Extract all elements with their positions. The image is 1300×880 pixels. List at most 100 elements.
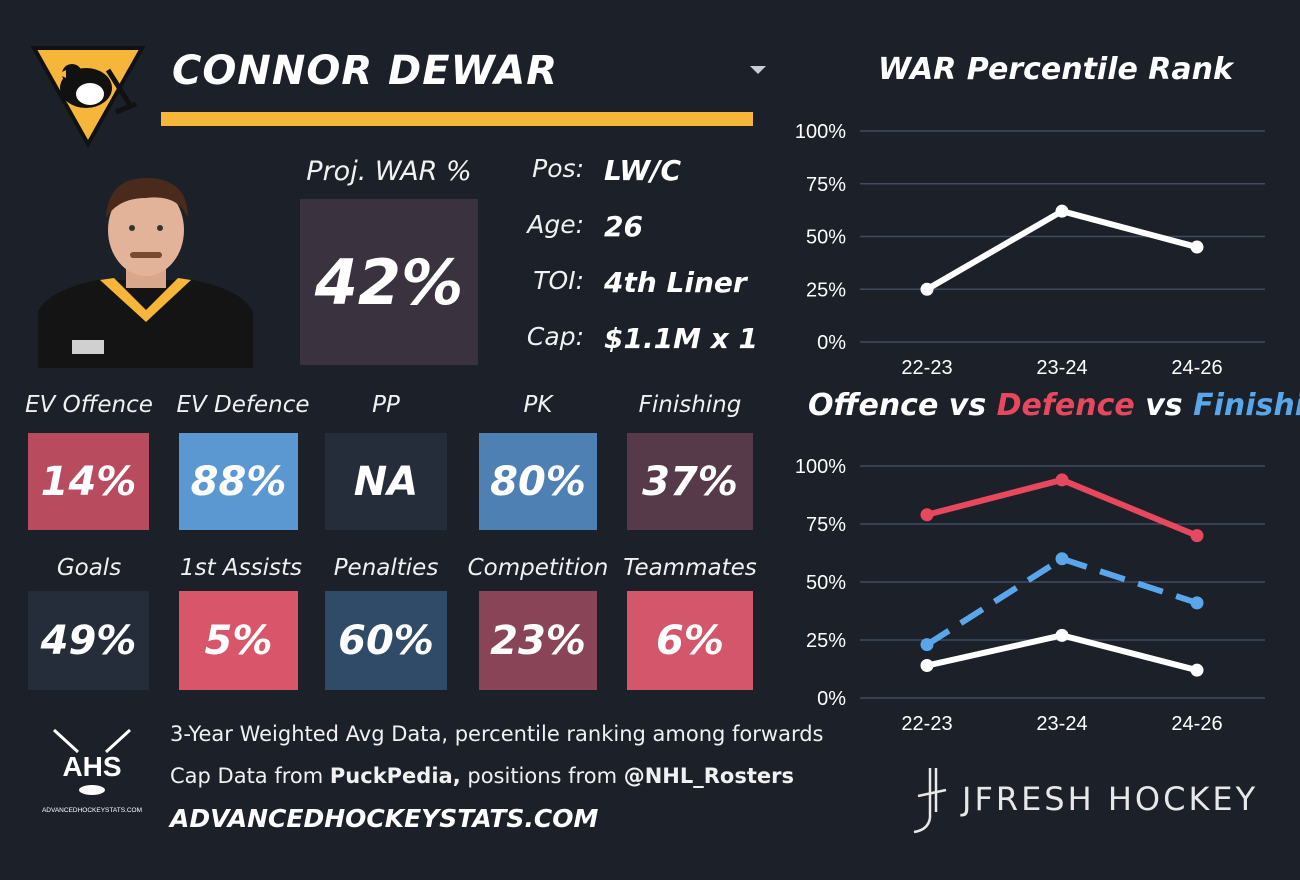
offence-defence-finishing-chart: 0% 25% 50% 75% 100% 22-23 23-24 24-26 xyxy=(795,456,1265,735)
footnote-prefix: Cap Data from xyxy=(170,764,330,788)
stat-tile-finishing: 37% xyxy=(627,433,753,530)
info-value: LW/C xyxy=(604,154,682,187)
y-tick-label: 50% xyxy=(806,227,846,249)
stat-value: NA xyxy=(353,458,419,505)
x-tick-label: 23-24 xyxy=(1036,713,1087,735)
data-point xyxy=(920,282,934,296)
y-tick-label: 75% xyxy=(806,514,846,536)
x-tick-label: 22-23 xyxy=(901,357,952,379)
player-dropdown-chevron-icon[interactable] xyxy=(750,66,766,74)
stat-tile-ev-defence: 88% xyxy=(179,433,298,530)
stat-label-ev-offence: EV Offence xyxy=(25,392,153,418)
title-part: Defence xyxy=(996,388,1135,423)
title-part: vs xyxy=(938,388,997,423)
ahs-logo-subtext: ADVANCEDHOCKEYSTATS.COM xyxy=(42,807,142,814)
jfresh-logo-icon xyxy=(906,766,950,836)
series-line xyxy=(925,555,1198,648)
title-part: vs xyxy=(1134,388,1194,423)
data-point xyxy=(1190,596,1204,610)
info-row-toi: TOI: 4th Liner xyxy=(520,266,780,306)
stat-tile-pk: 80% xyxy=(479,433,597,530)
info-row-age: Age: 26 xyxy=(520,210,780,250)
data-point xyxy=(920,659,934,673)
site-url: ADVANCEDHOCKEYSTATS.COM xyxy=(170,804,599,833)
stat-tile-ev-offence: 14% xyxy=(28,433,149,530)
data-point xyxy=(1055,628,1069,642)
data-point xyxy=(1190,240,1204,254)
chart2-title: Offence vs Defence vs Finishing xyxy=(808,388,1300,423)
series-line xyxy=(924,476,1200,539)
y-tick-label: 25% xyxy=(806,279,846,301)
data-point xyxy=(1055,473,1069,487)
stat-label-ev-defence: EV Defence xyxy=(176,392,310,418)
y-tick-label: 100% xyxy=(795,121,846,143)
y-tick-label: 25% xyxy=(806,630,846,652)
info-value: 4th Liner xyxy=(604,266,747,299)
y-tick-label: 100% xyxy=(795,456,846,478)
ahs-logo-text: AHS xyxy=(62,751,121,782)
stat-value: 37% xyxy=(642,458,738,505)
data-point xyxy=(1055,204,1069,218)
series-line xyxy=(924,208,1200,293)
war-percentile-chart: 0% 25% 50% 75% 100% 22-23 23-24 24-26 xyxy=(795,121,1265,379)
stat-value: 88% xyxy=(190,458,287,505)
proj-war-value: 42% xyxy=(314,245,464,319)
stat-label-competition: Competition xyxy=(467,555,609,581)
stat-label-penalties: Penalties xyxy=(333,555,439,581)
footnote-data: 3-Year Weighted Avg Data, percentile ran… xyxy=(170,722,824,746)
info-row-cap: Cap: $1.1M x 1 xyxy=(520,322,780,362)
stat-tile-penalties: 60% xyxy=(325,591,447,690)
stat-tile-pp: NA xyxy=(325,433,447,530)
info-key: TOI: xyxy=(533,266,584,295)
data-point xyxy=(1190,529,1204,543)
chart1-title: WAR Percentile Rank xyxy=(878,52,1233,87)
data-point xyxy=(920,638,934,652)
y-tick-label: 0% xyxy=(817,688,846,710)
y-tick-label: 50% xyxy=(806,572,846,594)
info-value: $1.1M x 1 xyxy=(604,322,758,355)
data-point xyxy=(1055,552,1069,566)
stat-value: 5% xyxy=(204,617,273,664)
data-point xyxy=(920,508,934,522)
info-row-pos: Pos: LW/C xyxy=(520,154,780,194)
y-tick-label: 0% xyxy=(817,332,846,354)
stat-tile-competition: 23% xyxy=(479,591,597,690)
info-value: 26 xyxy=(604,210,643,243)
name-underline-bar xyxy=(161,112,753,126)
stat-value: 60% xyxy=(338,617,434,664)
stat-label-pk: PK xyxy=(523,392,553,418)
x-tick-label: 24-26 xyxy=(1171,357,1222,379)
stat-label-1st-assists: 1st Assists xyxy=(179,555,303,581)
y-tick-label: 75% xyxy=(806,174,846,196)
data-point xyxy=(1190,663,1204,677)
stat-value: 23% xyxy=(490,617,586,664)
stat-tile-goals: 49% xyxy=(28,591,149,690)
x-tick-label: 24-26 xyxy=(1171,713,1222,735)
stat-value: 80% xyxy=(490,458,586,505)
title-part: Offence xyxy=(808,388,939,423)
stat-value: 14% xyxy=(40,458,137,505)
stat-label-pp: PP xyxy=(372,392,400,418)
stat-tile-1st-assists: 5% xyxy=(179,591,298,690)
info-key: Cap: xyxy=(526,322,584,351)
jfresh-hockey-brand: JFRESH HOCKEY xyxy=(962,780,1259,818)
info-key: Age: xyxy=(527,210,584,239)
stat-label-finishing: Finishing xyxy=(638,392,742,418)
stat-label-teammates: Teammates xyxy=(623,555,757,581)
title-part: Finishing xyxy=(1193,388,1300,423)
source-puckpedia: PuckPedia, xyxy=(329,764,461,788)
info-key: Pos: xyxy=(532,154,584,183)
player-photo xyxy=(38,172,253,368)
source-nhl-rosters: @NHL_Rosters xyxy=(623,764,794,788)
proj-war-box: 42% xyxy=(300,199,478,365)
footnote-sources: Cap Data from PuckPedia, positions from … xyxy=(170,764,794,788)
proj-war-label: Proj. WAR % xyxy=(306,156,472,187)
stat-value: 6% xyxy=(656,617,724,664)
stat-value: 49% xyxy=(40,617,137,664)
x-tick-label: 22-23 xyxy=(901,713,952,735)
stat-label-goals: Goals xyxy=(56,555,122,581)
team-logo xyxy=(28,30,148,150)
ahs-logo: AHS ADVANCEDHOCKEYSTATS.COM xyxy=(40,726,144,820)
player-name: CONNOR DEWAR xyxy=(172,48,559,94)
x-tick-label: 23-24 xyxy=(1036,357,1087,379)
